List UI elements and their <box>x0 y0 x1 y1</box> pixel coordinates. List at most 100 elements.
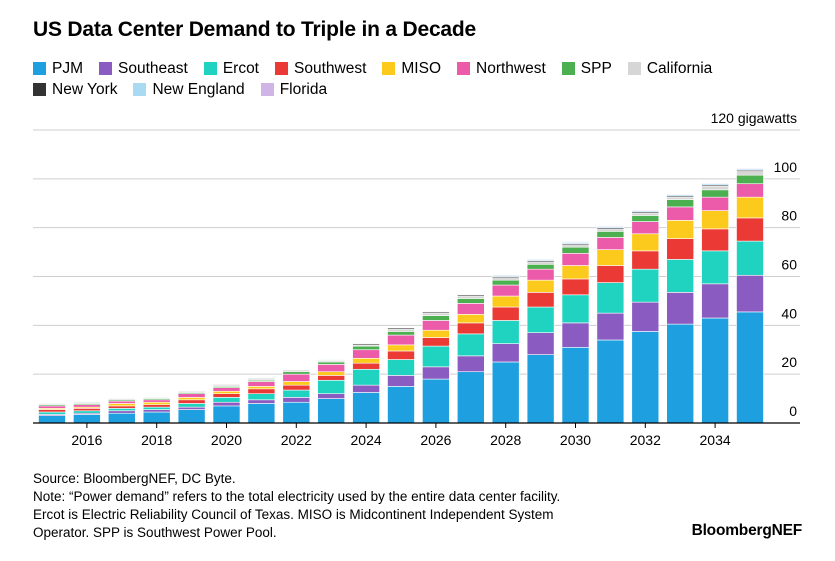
bar-segment-southeast-2025 <box>387 375 415 387</box>
bar-segment-pjm-2035 <box>736 311 764 424</box>
bar-segment-spp-2023 <box>317 361 346 365</box>
bar-segment-southeast-2034 <box>701 283 729 319</box>
bar-segment-ercot-2019 <box>177 403 206 408</box>
bar-segment-southeast-2021 <box>247 399 276 404</box>
bar-segment-california-2032 <box>631 212 660 216</box>
bar-segment-miso-2034 <box>701 210 729 230</box>
bar-segment-northwest-2015 <box>38 405 66 409</box>
bar-segment-southeast-2018 <box>142 409 171 413</box>
x-tick-label: 2018 <box>141 432 172 448</box>
bar-segment-ercot-2031 <box>596 282 625 314</box>
legend-item-northwest: Northwest <box>457 58 546 79</box>
legend-swatch <box>33 62 46 75</box>
bar-segment-southwest-2024 <box>352 362 380 370</box>
bar-segment-southeast-2032 <box>631 301 660 332</box>
bar-segment-spp-2025 <box>387 331 415 336</box>
abbreviation-note-1: Ercot is Electric Reliability Council of… <box>33 507 554 522</box>
bar-segment-florida-2016 <box>73 400 101 402</box>
bar-segment-ercot-2022 <box>282 389 311 398</box>
legend-label: Northwest <box>476 59 546 77</box>
bar-segment-pjm-2028 <box>491 361 520 424</box>
bar-segment-ercot-2034 <box>701 250 729 285</box>
bar-segment-pjm-2032 <box>631 331 660 424</box>
bar-segment-florida-2030 <box>561 241 590 243</box>
legend-label: California <box>646 59 713 77</box>
legend-swatch <box>203 62 217 75</box>
bar-segment-ercot-2015 <box>38 411 66 415</box>
definition-note: Note: “Power demand” refers to the total… <box>33 489 561 504</box>
bar-segment-ercot-2030 <box>561 294 590 324</box>
bar-segment-florida-2018 <box>142 395 171 397</box>
bar-segment-northwest-2031 <box>596 237 625 250</box>
bar-segment-miso-2031 <box>596 249 625 266</box>
bar-segment-california-2029 <box>526 261 555 265</box>
bar-segment-florida-2034 <box>701 182 729 185</box>
bar-segment-pjm-2018 <box>142 411 171 424</box>
brand-logo-text: BloombergNEF <box>691 522 803 539</box>
bar-segment-southwest-2034 <box>701 228 729 252</box>
bar-segment-pjm-2025 <box>387 386 415 424</box>
legend-swatch <box>627 62 641 75</box>
x-tick-label: 2030 <box>560 432 591 448</box>
bar-segment-ercot-2016 <box>73 410 101 414</box>
bar-segment-southwest-2016 <box>73 408 101 412</box>
bar-segment-florida-2031 <box>596 225 625 227</box>
bar-segment-southwest-2028 <box>491 306 520 321</box>
y-axis-unit-label: 120 gigawatts <box>711 110 797 126</box>
bar-segment-florida-2024 <box>352 342 380 344</box>
legend-swatch <box>99 62 112 75</box>
x-tick-label: 2034 <box>700 432 731 448</box>
bar-segment-miso-2022 <box>282 381 311 386</box>
legend-item-spp: SPP <box>561 58 612 79</box>
bar-segment-ercot-2018 <box>142 406 171 410</box>
legend-swatch <box>275 62 288 75</box>
bar-segment-miso-2017 <box>108 403 136 407</box>
bar-segment-southwest-2023 <box>317 375 346 381</box>
legend-item-new-england: New England <box>133 79 245 100</box>
bar-segment-spp-2031 <box>596 231 625 238</box>
bar-segment-northwest-2033 <box>666 206 695 221</box>
abbreviation-note-2: Operator. SPP is Southwest Power Pool. <box>33 525 277 540</box>
bar-segment-ercot-2028 <box>491 320 520 344</box>
bar-segment-pjm-2021 <box>247 403 276 424</box>
bar-segment-southwest-2019 <box>177 399 206 404</box>
bar-segment-miso-2030 <box>561 265 590 280</box>
bar-segment-spp-2027 <box>456 298 485 304</box>
legend-label: Florida <box>279 80 328 98</box>
bar-segment-florida-2022 <box>282 368 311 370</box>
bar-segment-southeast-2026 <box>422 366 450 380</box>
bar-segment-northwest-2026 <box>422 320 450 331</box>
bar-segment-northwest-2020 <box>212 387 241 392</box>
bar-segment-northwest-2022 <box>282 373 311 382</box>
x-tick-label: 2016 <box>71 432 102 448</box>
bar-segment-southeast-2019 <box>177 406 206 410</box>
bar-segment-miso-2019 <box>177 397 206 401</box>
bar-segment-pjm-2034 <box>701 317 729 424</box>
bar-segment-miso-2025 <box>387 344 415 352</box>
bar-segment-california-2026 <box>422 312 450 316</box>
bar-segment-spp-2035 <box>736 174 764 185</box>
bar-segment-florida-2029 <box>526 258 555 260</box>
bar-segment-miso-2028 <box>491 295 520 308</box>
legend-item-pjm: PJM <box>33 58 83 79</box>
bar-segment-spp-2022 <box>282 371 311 375</box>
bar-segment-spp-2032 <box>631 215 660 222</box>
bar-segment-southeast-2022 <box>282 397 311 403</box>
source-note: Source: BloombergNEF, DC Byte. <box>33 471 236 486</box>
bar-segment-southeast-2023 <box>317 393 346 399</box>
bar-segment-northwest-2016 <box>73 404 101 408</box>
legend-swatch <box>382 62 396 75</box>
bar-segment-northwest-2034 <box>701 196 729 211</box>
bar-segment-pjm-2024 <box>352 392 380 424</box>
legend-item-miso: MISO <box>382 58 441 79</box>
bar-segment-pjm-2026 <box>422 378 450 424</box>
bar-segment-pjm-2030 <box>561 347 590 424</box>
bar-segment-miso-2018 <box>142 401 171 405</box>
bar-segment-southwest-2020 <box>212 393 241 398</box>
bar-segment-florida-2026 <box>422 310 450 312</box>
bar-segment-northwest-2035 <box>736 183 764 198</box>
bar-segment-miso-2026 <box>422 329 450 338</box>
bar-segment-florida-2035 <box>736 168 764 170</box>
legend-item-new-york: New York <box>33 79 117 100</box>
bar-segment-florida-2033 <box>666 193 695 196</box>
